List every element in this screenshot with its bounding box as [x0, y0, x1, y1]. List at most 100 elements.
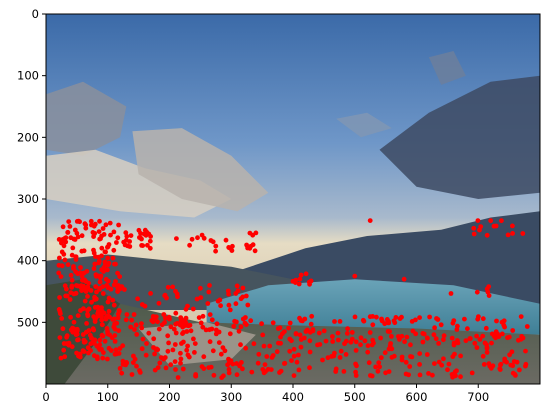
scatter-point: [88, 288, 94, 293]
scatter-point: [250, 242, 256, 248]
scatter-point: [298, 344, 304, 350]
scatter-point: [255, 360, 261, 366]
scatter-point: [165, 284, 171, 290]
scatter-point: [103, 314, 109, 320]
scatter-point: [209, 317, 215, 323]
scatter-point: [249, 369, 255, 375]
scatter-point: [253, 230, 259, 236]
scatter-point: [121, 239, 127, 245]
scatter-point: [92, 341, 97, 346]
scatter-point: [260, 332, 266, 338]
scatter-point: [298, 272, 304, 278]
scatter-point: [448, 291, 454, 296]
scatter-point: [100, 333, 106, 339]
scatter-point: [112, 261, 117, 267]
scatter-point: [226, 356, 231, 362]
scatter-point: [217, 297, 223, 303]
scatter-point: [474, 333, 479, 339]
scatter-point: [341, 369, 347, 374]
scatter-point: [180, 331, 185, 336]
scatter-point: [147, 245, 153, 251]
scatter-point: [84, 321, 89, 326]
scatter-point: [128, 324, 134, 330]
scatter-point: [69, 277, 75, 283]
scatter-point: [148, 234, 154, 239]
scatter-point: [128, 233, 134, 239]
scatter-point: [472, 340, 478, 346]
scatter-point: [173, 330, 179, 336]
scatter-point: [100, 291, 106, 296]
scatter-point: [140, 243, 146, 249]
scatter-point: [296, 281, 302, 287]
scatter-point: [91, 234, 96, 240]
scatter-point: [79, 248, 85, 254]
scatter-point: [111, 302, 117, 308]
scatter-point: [486, 284, 492, 289]
scatter-point: [441, 356, 446, 362]
scatter-point: [81, 339, 87, 345]
scatter-point: [259, 321, 264, 327]
scatter-point: [325, 355, 331, 361]
scatter-point: [116, 222, 121, 228]
scatter-point: [108, 232, 113, 238]
scatter-point: [476, 314, 481, 319]
scatter-point: [491, 223, 497, 229]
scatter-point: [174, 236, 179, 242]
scatter-point: [100, 284, 106, 290]
scatter-point: [378, 355, 384, 361]
scatter-point: [498, 361, 504, 367]
scatter-point: [75, 271, 80, 277]
scatter-point: [379, 316, 384, 322]
scatter-point: [150, 314, 156, 319]
scatter-point: [445, 367, 450, 373]
scatter-point: [92, 319, 98, 324]
scatter-point: [185, 343, 191, 349]
scatter-point: [195, 235, 200, 241]
scatter-point: [523, 363, 528, 369]
scatter-point: [81, 270, 87, 276]
scatter-point: [243, 345, 249, 351]
scatter-point: [183, 306, 189, 312]
scatter-point: [432, 361, 437, 366]
scatter-point: [296, 367, 302, 373]
scatter-point: [321, 328, 327, 334]
scatter-point: [230, 361, 236, 367]
scatter-point: [488, 218, 494, 224]
scatter-point: [74, 283, 79, 288]
scatter-point: [483, 325, 489, 331]
scatter-point: [99, 245, 105, 251]
scatter-point: [131, 312, 137, 317]
scatter-point: [307, 281, 312, 287]
scatter-point: [293, 277, 299, 283]
scatter-point: [207, 283, 212, 288]
scatter-point: [117, 366, 123, 371]
scatter-point: [101, 232, 107, 237]
scatter-point: [291, 353, 297, 359]
scatter-point: [151, 345, 156, 350]
scatter-point: [135, 296, 141, 302]
scatter-point: [344, 331, 350, 336]
scatter-point: [431, 332, 437, 338]
scatter-point: [147, 238, 153, 244]
scatter-point: [499, 331, 505, 337]
scatter-point: [433, 336, 439, 342]
scatter-point: [68, 272, 74, 278]
scatter-point: [111, 229, 117, 235]
scatter-point: [510, 231, 515, 236]
scatter-point: [151, 336, 157, 342]
scatter-point: [383, 370, 388, 376]
scatter-point: [56, 270, 62, 276]
scatter-point: [67, 297, 73, 302]
scatter-point: [218, 351, 224, 357]
scatter-point: [484, 346, 490, 351]
scatter-point: [408, 354, 413, 359]
scatter-point: [270, 320, 276, 326]
scatter-point: [374, 314, 379, 320]
scatter-point: [93, 254, 98, 259]
scatter-point: [330, 334, 335, 339]
scatter-point: [120, 343, 126, 349]
scatter-point: [451, 340, 457, 346]
scatter-point: [192, 350, 197, 355]
scatter-point: [68, 314, 73, 320]
cloud-mid-right: [336, 112, 392, 138]
